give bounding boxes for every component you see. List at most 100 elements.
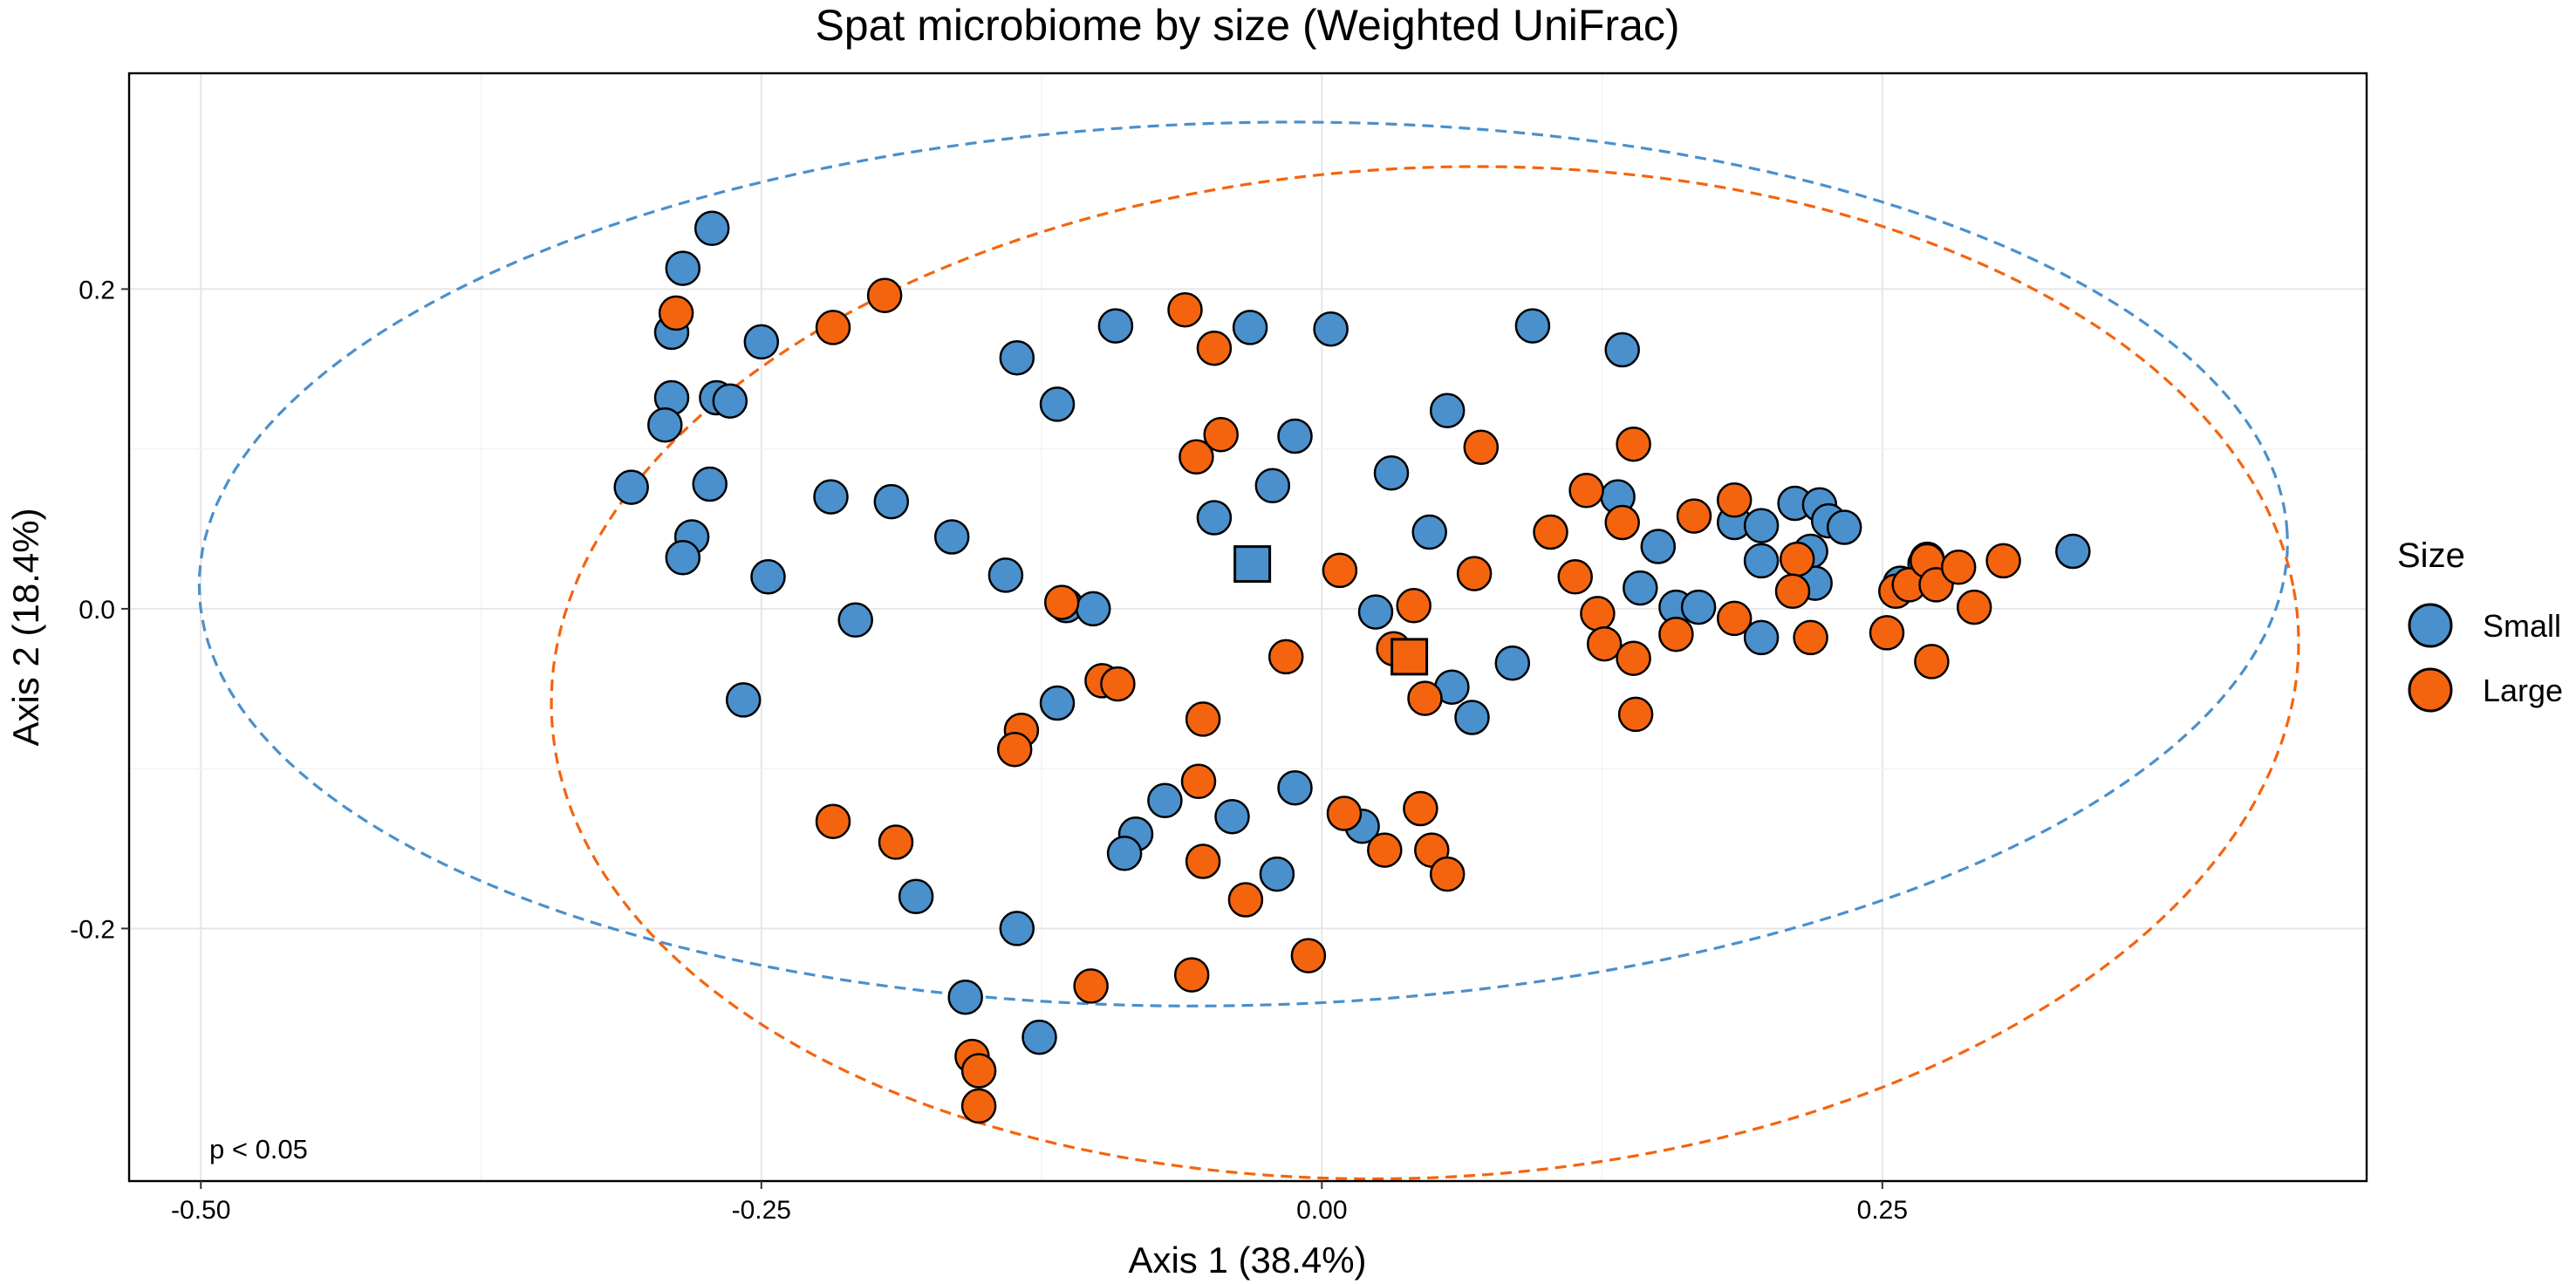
point-large [1604,504,1640,541]
point-small [1514,308,1551,344]
point-large [658,295,694,331]
x-axis-ticks: -0.50 -0.25 0.00 0.25 [171,1181,1908,1225]
point-large [1586,625,1623,662]
point-large [1616,640,1651,676]
point-large [1227,882,1264,918]
point-small [947,979,983,1015]
point-large [1533,514,1568,550]
point-small [1214,798,1250,835]
point-small [1743,508,1780,543]
legend-title: Size [2397,536,2465,575]
point-large [1173,957,1210,993]
point-small [1039,386,1076,422]
x-axis-title: Axis 1 (38.4%) [1128,1240,1366,1281]
point-small [1147,782,1183,819]
point-small [1106,836,1143,871]
point-small [1022,1019,1057,1055]
point-small [1494,645,1531,681]
point-large [1617,696,1654,733]
point-small [1277,769,1313,806]
point-large [1616,426,1651,462]
point-small [1232,310,1268,345]
point-small [1254,468,1291,504]
point-small [1357,594,1394,630]
p-value-annotation: p < 0.05 [209,1134,308,1164]
point-large [1367,832,1403,868]
point-large [1429,856,1466,892]
chart-title: Spat microbiome by size (Weighted UniFra… [815,1,1679,50]
point-large [1779,541,1815,577]
point-small [1743,543,1780,579]
y-tick-label: 0.2 [79,276,115,304]
y-axis-ticks: -0.2 0.0 0.2 [70,276,129,944]
point-large [1167,291,1203,328]
legend-swatch-large [2408,667,2453,713]
point-small [1196,500,1233,536]
point-small [1277,418,1313,454]
point-small [613,469,649,505]
point-large [1793,619,1828,656]
point-large [1180,763,1217,800]
point-small [1604,331,1640,368]
point-small [987,557,1024,593]
data-points [613,210,2091,1124]
point-large [1073,968,1109,1004]
legend: Size Small Large [2397,536,2563,713]
point-large [1203,416,1239,453]
point-large [1179,439,1214,475]
point-large [1774,573,1811,610]
point-small [873,483,910,520]
point-small [647,406,683,443]
point-small [1826,509,1862,545]
legend-label-small: Small [2483,608,2561,644]
point-large [960,1088,997,1124]
point-large [1268,639,1304,675]
point-small [1743,619,1780,656]
point-small [1454,700,1490,735]
point-large [1326,796,1363,831]
point-small [1411,514,1447,550]
point-large [1716,482,1753,518]
point-small [999,339,1035,376]
point-small [1075,591,1111,627]
point-large [1940,550,1977,585]
point-large [1676,498,1712,534]
x-tick-label: -0.50 [171,1196,230,1225]
point-small [1680,589,1717,625]
point-large [1456,556,1493,591]
point-large [1185,701,1221,737]
point-small [665,540,701,576]
point-small [692,466,728,502]
x-tick-label: -0.25 [732,1196,791,1225]
point-small [1259,856,1295,892]
point-large [1403,790,1438,827]
point-large [1100,666,1136,702]
point-large [1985,543,2021,579]
legend-swatch-small [2408,603,2453,648]
point-small [1623,570,1658,606]
point-small [898,878,934,915]
point-small [1640,529,1677,564]
point-large [1658,616,1694,652]
point-small [694,210,730,247]
point-small [743,324,780,360]
point-small [1039,685,1076,721]
point-large [1580,596,1616,632]
point-small [1429,393,1466,428]
point-small [725,682,762,718]
point-small [2055,533,2091,570]
point-large [1322,552,1358,589]
centroid-small [1233,545,1272,584]
point-large [1463,429,1500,466]
point-large [1043,584,1080,620]
x-tick-label: 0.25 [1857,1196,1908,1225]
point-large [1557,559,1593,595]
point-large [815,803,851,839]
point-large [1956,589,1992,625]
point-small [750,559,786,595]
point-large [960,1053,997,1089]
point-small [999,911,1035,946]
y-tick-label: 0.0 [79,596,115,625]
legend-label-large: Large [2483,673,2563,708]
